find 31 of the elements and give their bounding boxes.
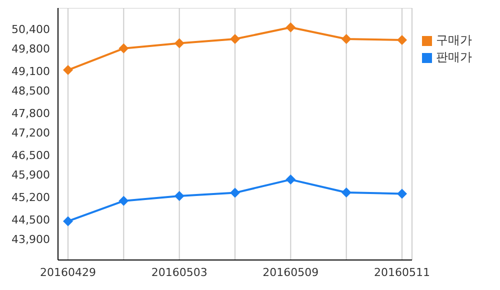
- y-tick-label: 43,900: [12, 232, 50, 246]
- point: [230, 34, 240, 44]
- legend-label: 판매가: [436, 50, 472, 64]
- y-tick-label: 44,500: [12, 214, 50, 227]
- legend-label: 구매가: [436, 33, 472, 47]
- y-tick-label: 46,500: [12, 148, 50, 162]
- point: [230, 188, 240, 198]
- point: [286, 22, 296, 32]
- point: [174, 191, 184, 202]
- point: [341, 34, 352, 44]
- y-tick-label: 45,200: [12, 190, 50, 204]
- point: [63, 65, 73, 76]
- point: [286, 174, 296, 185]
- point: [63, 216, 73, 226]
- point: [118, 43, 129, 54]
- x-tick-label: 20160509: [262, 266, 319, 279]
- point: [397, 34, 407, 45]
- point: [341, 187, 352, 198]
- y-tick-label: 48,500: [12, 84, 50, 98]
- point: [174, 38, 184, 48]
- y-tick-label: 50,400: [12, 22, 50, 36]
- y-tick-label: 45,900: [12, 168, 50, 182]
- x-tick-label: 20160511: [374, 266, 430, 279]
- y-tick-label: 49,800: [12, 42, 50, 56]
- y-tick-label: 49,100: [12, 64, 50, 78]
- point: [118, 196, 129, 206]
- y-tick-label: 47,800: [12, 106, 50, 120]
- y-tick-label: 47,200: [12, 126, 50, 140]
- x-tick-label: 20160503: [151, 266, 208, 279]
- point: [397, 188, 407, 199]
- x-tick-label: 20160429: [40, 266, 96, 279]
